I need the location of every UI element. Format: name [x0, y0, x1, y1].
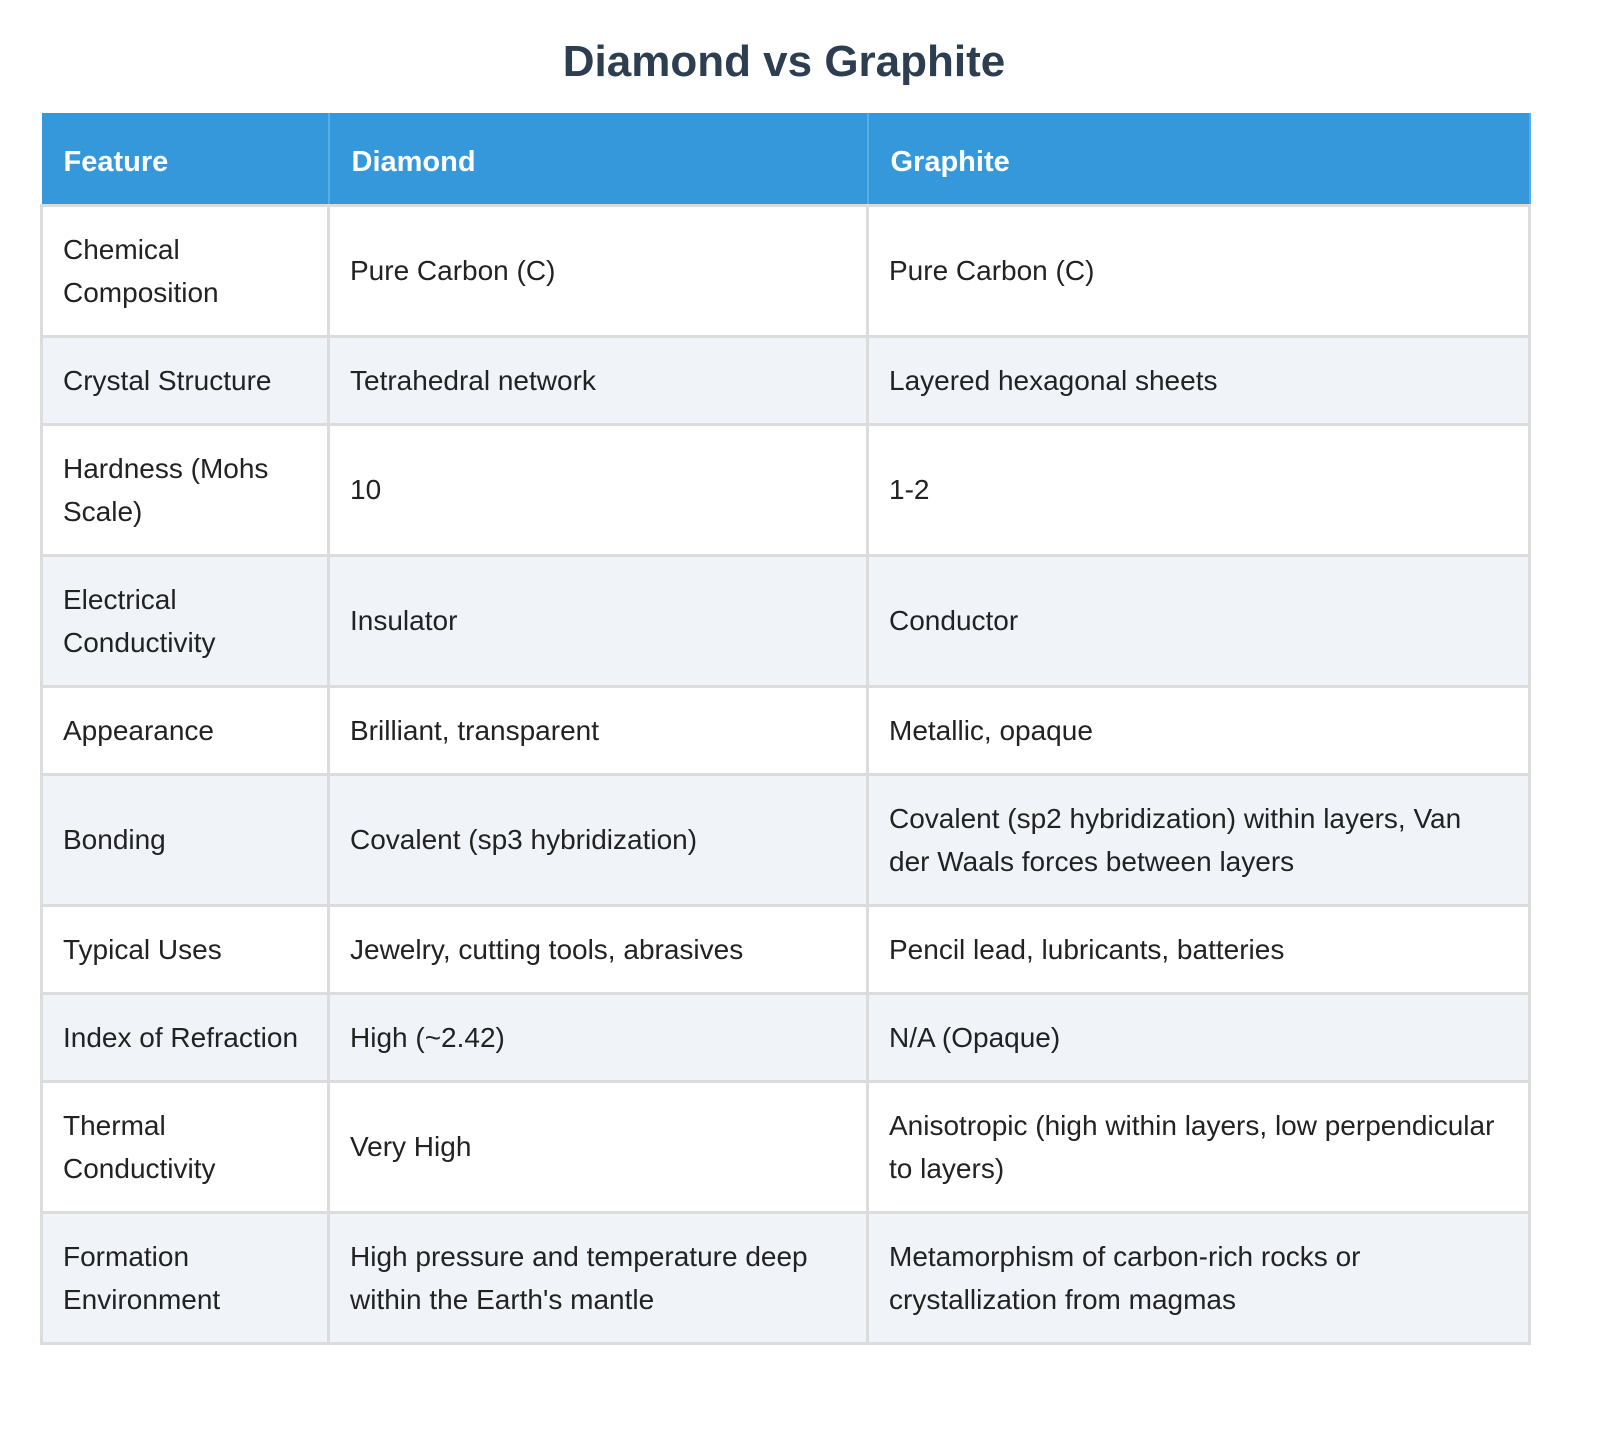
table-row: Appearance Brilliant, transparent Metallic…: [40, 684, 1531, 776]
table-cell: Pure Carbon (C): [327, 203, 869, 338]
table-cell: Index of Refraction: [40, 991, 330, 1083]
header-cell: Graphite: [867, 113, 1531, 205]
comparison-table: Feature Diamond Graphite Chemical Composit…: [40, 113, 1531, 1345]
table-cell: Covalent (sp2 hybridization) within laye…: [866, 772, 1531, 907]
header-cell: Feature: [41, 113, 330, 205]
table-cell: Layered hexagonal sheets: [866, 334, 1531, 426]
table-cell: Jewelry, cutting tools, abrasives: [327, 903, 869, 995]
table-cell: Metamorphism of carbon-rich rocks or cry…: [866, 1210, 1531, 1345]
table-cell: Brilliant, transparent: [327, 684, 869, 776]
table-cell: Hardness (Mohs Scale): [40, 422, 330, 557]
table-cell: Formation Environment: [40, 1210, 330, 1345]
table-cell: Conductor: [866, 553, 1531, 688]
table-row: Hardness (Mohs Scale) 10 1-2: [40, 422, 1531, 557]
table-cell: Anisotropic (high within layers, low per…: [866, 1079, 1531, 1214]
table-cell: Typical Uses: [40, 903, 330, 995]
table-row: Typical Uses Jewelry, cutting tools, abra…: [40, 903, 1531, 995]
table-row: Bonding Covalent (sp3 hybridization) Coval…: [40, 772, 1531, 907]
table-cell: Chemical Composition: [40, 203, 330, 338]
header-cell: Diamond: [328, 113, 869, 205]
table-cell: Pure Carbon (C): [866, 203, 1531, 338]
table-cell: Covalent (sp3 hybridization): [327, 772, 869, 907]
table-row: Thermal Conductivity Very High Anisotropic…: [40, 1079, 1531, 1214]
table-cell: Appearance: [40, 684, 330, 776]
title: Diamond vs Graphite: [562, 37, 1006, 86]
table-cell: Bonding: [40, 772, 330, 907]
table-cell: High pressure and temperature deep withi…: [327, 1210, 869, 1345]
table-cell: 1-2: [866, 422, 1531, 557]
table-row: Formation Environment High pressure and t…: [40, 1210, 1531, 1345]
table-cell: Pencil lead, lubricants, batteries: [866, 903, 1531, 995]
table-cell: Crystal Structure: [40, 334, 330, 426]
table-cell: Very High: [327, 1079, 869, 1214]
table-cell: N/A (Opaque): [866, 991, 1531, 1083]
table-cell: Metallic, opaque: [866, 684, 1531, 776]
table-row: Chemical Composition Pure Carbon (C) Pure …: [40, 203, 1531, 338]
table-cell: Thermal Conductivity: [40, 1079, 330, 1214]
table-cell: 10: [327, 422, 869, 557]
table-body: Chemical Composition Pure Carbon (C) Pure …: [40, 203, 1531, 1345]
table-cell: High (~2.42): [327, 991, 869, 1083]
table-row: Crystal Structure Tetrahedral network Laye…: [40, 334, 1531, 426]
table-cell: Tetrahedral network: [327, 334, 869, 426]
table-cell: Insulator: [327, 553, 869, 688]
table-cell: Electrical Conductivity: [40, 553, 330, 688]
table-row: Index of Refraction High (~2.42) N/A (Opaq…: [40, 991, 1531, 1083]
header-row: Feature Diamond Graphite: [41, 113, 1531, 205]
table-row: Electrical Conductivity Insulator Conducto…: [40, 553, 1531, 688]
